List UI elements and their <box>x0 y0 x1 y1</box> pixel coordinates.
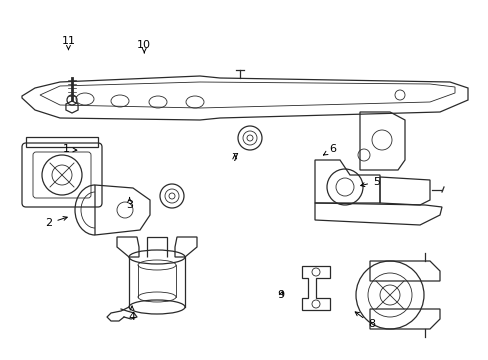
Text: 10: 10 <box>137 40 151 53</box>
Text: 9: 9 <box>277 290 284 300</box>
Text: 6: 6 <box>323 144 335 155</box>
Text: 4: 4 <box>128 306 135 322</box>
Text: 2: 2 <box>45 217 67 228</box>
Text: 1: 1 <box>62 144 77 154</box>
Text: 11: 11 <box>61 36 75 50</box>
Text: 5: 5 <box>360 177 379 187</box>
Text: 7: 7 <box>231 153 238 163</box>
Text: 8: 8 <box>354 312 374 329</box>
Text: 3: 3 <box>126 197 133 210</box>
